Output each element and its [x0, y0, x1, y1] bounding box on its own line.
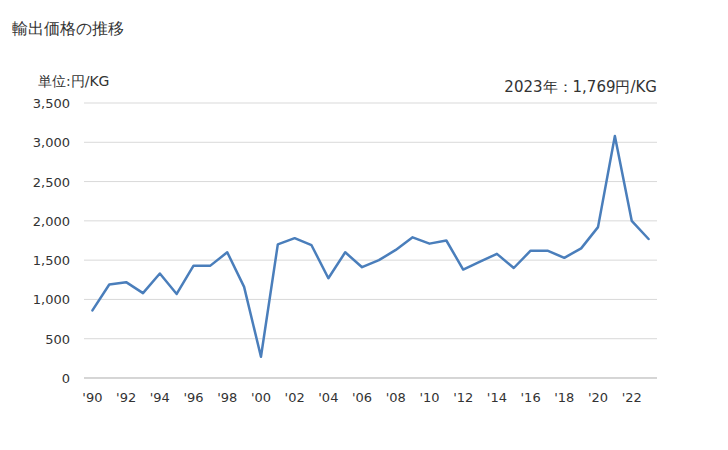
- x-tick-label: '94: [150, 390, 170, 405]
- y-tick-label: 3,000: [33, 135, 70, 150]
- grid-line: [84, 220, 657, 221]
- background: [0, 0, 728, 450]
- plot-area: [92, 136, 648, 357]
- y-unit-label: 単位:円/KG: [38, 73, 109, 89]
- grid-line: [84, 260, 657, 261]
- x-tick-label: '08: [386, 390, 406, 405]
- x-tick-label: '90: [82, 390, 102, 405]
- price-line: [92, 136, 648, 357]
- grid-line: [84, 299, 657, 300]
- grid-line: [84, 378, 657, 379]
- y-tick-label: 3,500: [33, 96, 70, 111]
- y-tick-label: 0: [62, 371, 70, 386]
- x-tick-label: '20: [588, 390, 608, 405]
- x-tick-label: '02: [285, 390, 305, 405]
- x-tick-label: '14: [487, 390, 507, 405]
- grid-line: [84, 103, 657, 104]
- grid-line: [84, 181, 657, 182]
- x-tick-label: '04: [318, 390, 338, 405]
- x-tick-label: '16: [521, 390, 541, 405]
- x-tick-label: '12: [453, 390, 473, 405]
- grid-line: [84, 142, 657, 143]
- x-tick-label: '18: [554, 390, 574, 405]
- annotation: 2023年：1,769円/KG: [504, 78, 657, 96]
- y-tick-label: 1,500: [33, 253, 70, 268]
- title: 輸出価格の推移: [12, 19, 124, 38]
- y-tick-label: 2,000: [33, 214, 70, 229]
- x-tick-label: '98: [217, 390, 237, 405]
- y-axis-line: [84, 103, 85, 378]
- grid-line: [84, 338, 657, 339]
- x-tick-label: '92: [116, 390, 136, 405]
- y-tick-label: 2,500: [33, 175, 70, 190]
- x-tick-label: '06: [352, 390, 372, 405]
- x-axis-line: [84, 378, 657, 379]
- x-tick-label: '96: [183, 390, 203, 405]
- x-tick-label: '00: [251, 390, 271, 405]
- y-tick-label: 1,000: [33, 292, 70, 307]
- y-tick-label: 500: [45, 332, 70, 347]
- x-tick-label: '22: [622, 390, 642, 405]
- chart: 輸出価格の推移単位:円/KG 2023年：1,769円/KG 0 500 1,000 1,…: [0, 0, 728, 450]
- x-tick-label: '10: [419, 390, 439, 405]
